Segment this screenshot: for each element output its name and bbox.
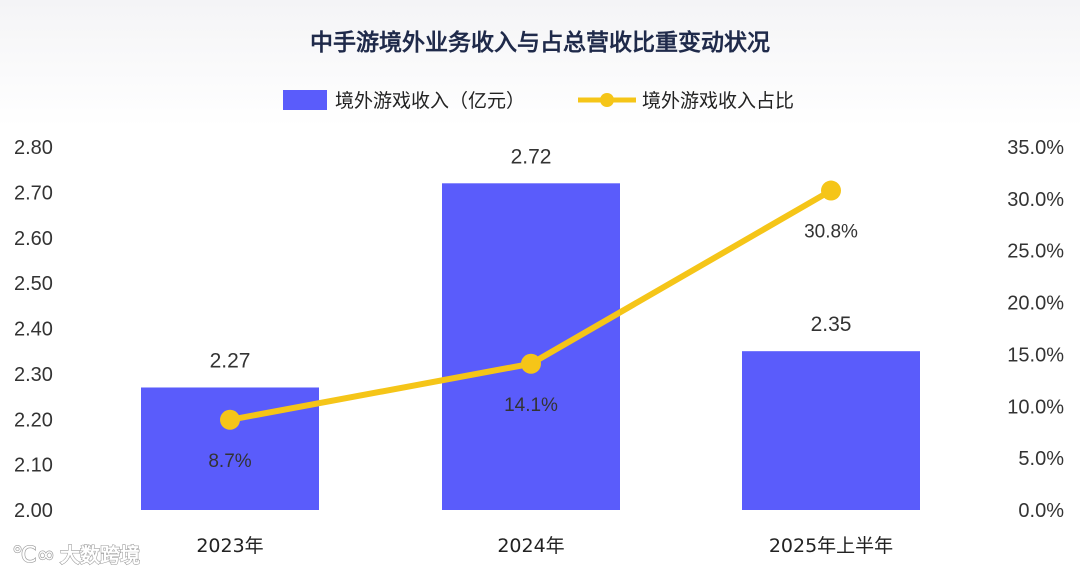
watermark: ℃∞ 大数跨境 bbox=[11, 542, 140, 568]
bar bbox=[442, 183, 620, 511]
right-axis-tick: 25.0% bbox=[1007, 241, 1064, 263]
line-series: 8.7% 14.1% 30.8% bbox=[208, 180, 858, 472]
bar-series: 2.27 2.72 2.35 bbox=[141, 145, 920, 511]
legend-line-label: 境外游戏收入占比 bbox=[642, 90, 794, 112]
left-axis-tick: 2.70 bbox=[14, 182, 53, 204]
category-labels: 2023年 2024年 2025年上半年 bbox=[196, 535, 893, 557]
line-data-label: 8.7% bbox=[208, 451, 251, 472]
line-point bbox=[521, 353, 541, 374]
line-data-label: 30.8% bbox=[804, 222, 858, 243]
category-label: 2025年上半年 bbox=[769, 535, 893, 557]
chart-title: 中手游境外业务收入与占总营收比重变动状况 bbox=[310, 29, 770, 56]
right-axis-tick: 0.0% bbox=[1018, 500, 1064, 522]
left-axis-tick: 2.80 bbox=[14, 137, 53, 159]
bar-data-label: 2.72 bbox=[511, 145, 552, 168]
category-label: 2023年 bbox=[196, 535, 263, 557]
watermark-logo-icon: ℃∞ bbox=[12, 543, 55, 568]
line-point bbox=[220, 409, 240, 430]
line-point bbox=[821, 180, 841, 201]
left-axis-tick: 2.00 bbox=[14, 500, 53, 522]
left-axis-tick: 2.50 bbox=[14, 273, 53, 295]
bar-data-label: 2.35 bbox=[811, 313, 852, 336]
left-axis-ticks: 2.00 2.10 2.20 2.30 2.40 2.50 2.60 2.70 2.80 bbox=[14, 137, 53, 522]
left-axis-tick: 2.40 bbox=[14, 319, 53, 341]
right-axis-tick: 35.0% bbox=[1007, 137, 1064, 159]
left-axis-tick: 2.20 bbox=[14, 409, 53, 431]
line-data-label: 14.1% bbox=[504, 395, 558, 416]
category-label: 2024年 bbox=[497, 535, 564, 557]
right-axis-tick: 10.0% bbox=[1007, 396, 1064, 418]
legend-bar-label: 境外游戏收入（亿元） bbox=[335, 90, 525, 112]
right-axis-tick: 15.0% bbox=[1007, 344, 1064, 366]
bar bbox=[742, 351, 920, 510]
legend: 境外游戏收入（亿元） 境外游戏收入占比 bbox=[283, 90, 794, 112]
right-axis-tick: 30.0% bbox=[1007, 189, 1064, 211]
legend-bar-swatch bbox=[283, 90, 327, 110]
bar-data-label: 2.27 bbox=[210, 349, 251, 372]
right-axis-tick: 5.0% bbox=[1018, 448, 1064, 470]
right-axis-ticks: 0.0% 5.0% 10.0% 15.0% 20.0% 25.0% 30.0% 35.0% bbox=[1007, 137, 1064, 522]
left-axis-tick: 2.10 bbox=[14, 455, 53, 477]
watermark-text: 大数跨境 bbox=[60, 543, 140, 567]
left-axis-tick: 2.60 bbox=[14, 228, 53, 250]
right-axis-tick: 20.0% bbox=[1007, 293, 1064, 315]
legend-line-marker bbox=[600, 93, 614, 107]
left-axis-tick: 2.30 bbox=[14, 364, 53, 386]
